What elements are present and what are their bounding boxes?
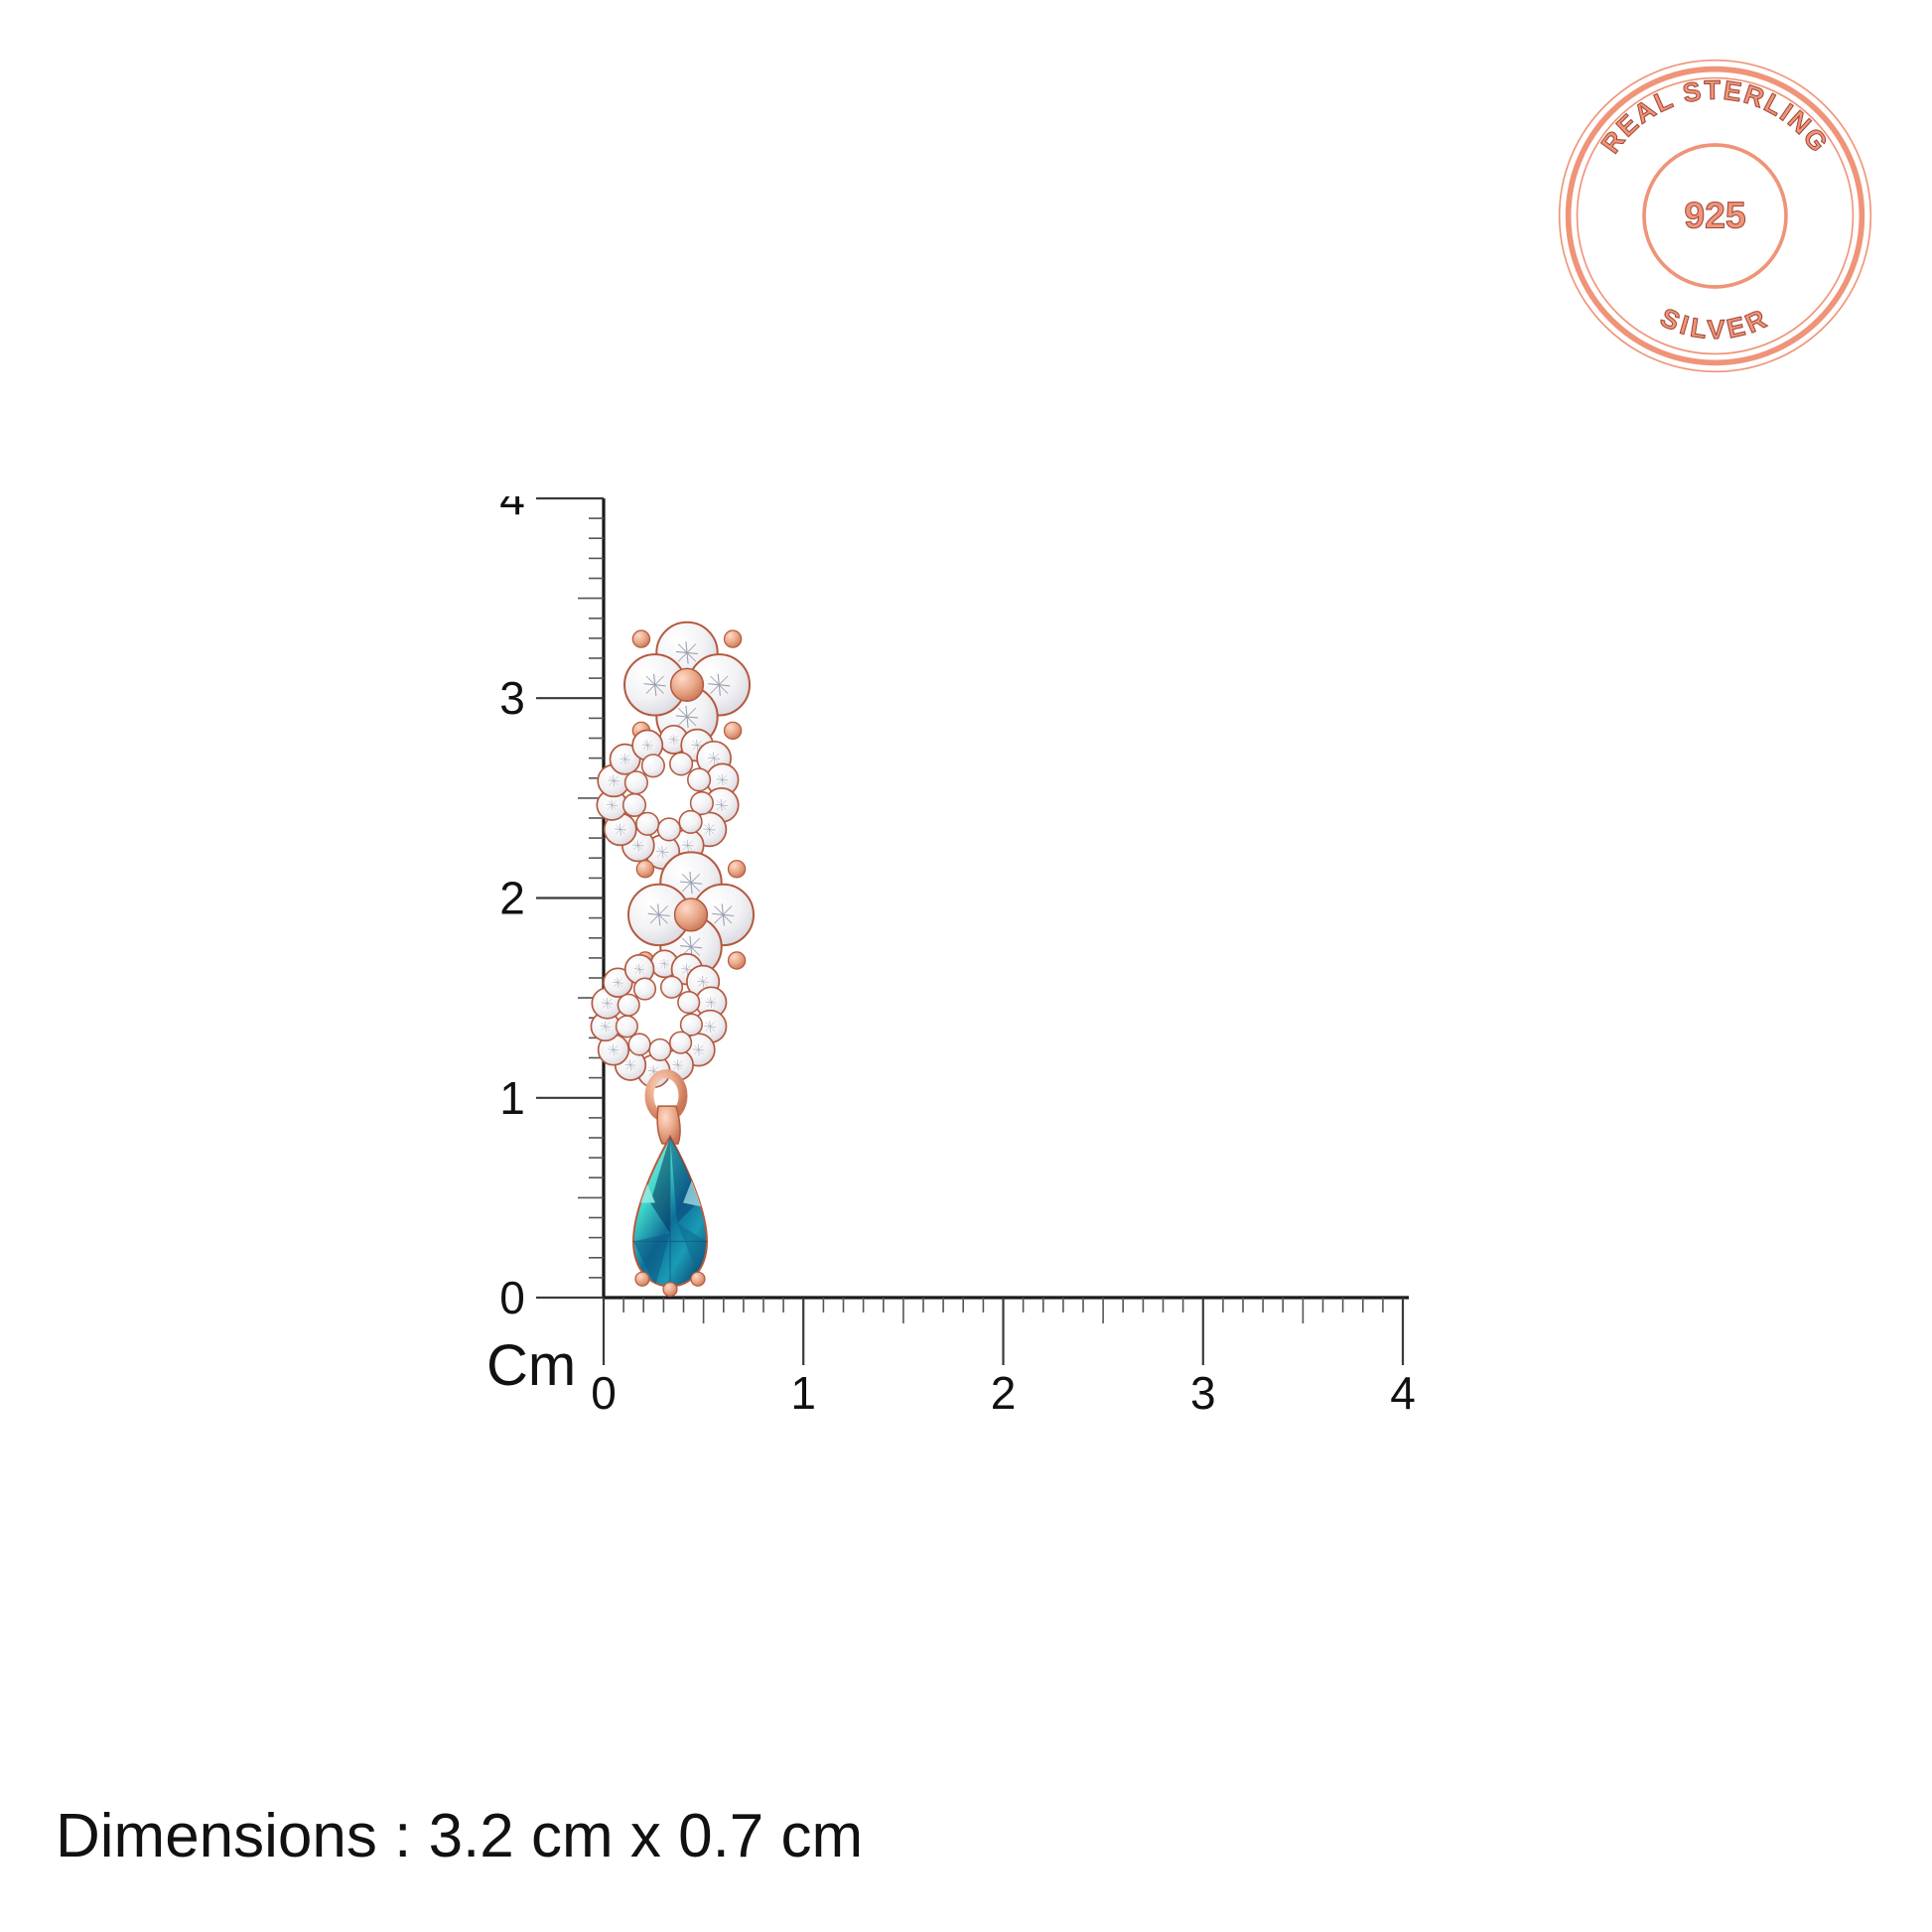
svg-text:925: 925 bbox=[1684, 195, 1745, 236]
svg-text:4: 4 bbox=[1390, 1367, 1416, 1419]
svg-text:1: 1 bbox=[499, 1072, 525, 1124]
svg-text:2: 2 bbox=[499, 873, 525, 924]
svg-text:2: 2 bbox=[991, 1367, 1017, 1419]
svg-text:4: 4 bbox=[499, 496, 525, 524]
svg-text:SILVER: SILVER bbox=[1656, 302, 1774, 345]
svg-text:1: 1 bbox=[790, 1367, 816, 1419]
svg-text:3: 3 bbox=[499, 672, 525, 724]
svg-text:0: 0 bbox=[591, 1367, 617, 1419]
svg-text:0: 0 bbox=[499, 1272, 525, 1323]
svg-text:3: 3 bbox=[1190, 1367, 1216, 1419]
svg-text:Cm: Cm bbox=[486, 1333, 576, 1398]
